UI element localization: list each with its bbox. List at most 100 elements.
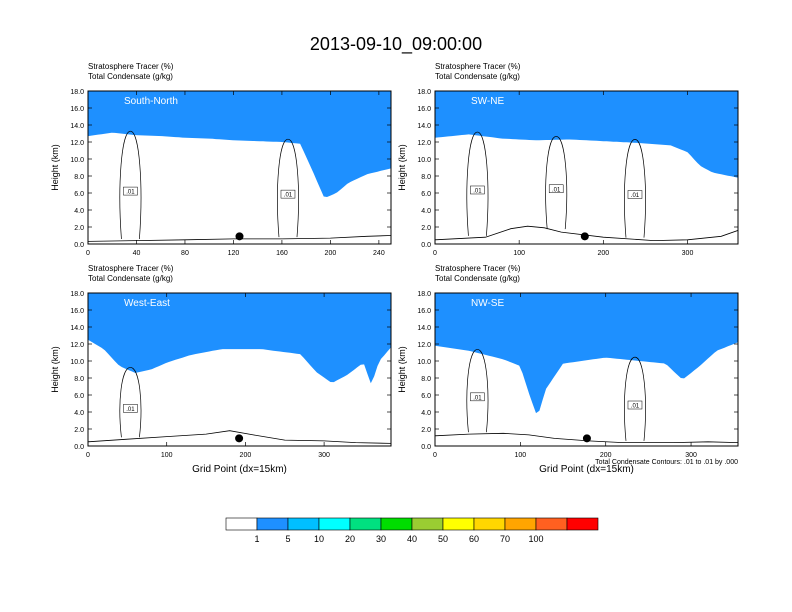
condensate-contour bbox=[119, 130, 142, 240]
terrain-line bbox=[88, 430, 391, 444]
y-tick-label: 0.0 bbox=[74, 444, 84, 451]
colorbar-box bbox=[349, 517, 382, 531]
x-tick-label: 200 bbox=[240, 452, 252, 459]
x-axis-label: Grid Point (dx=15km) bbox=[192, 464, 287, 475]
colorbar-label: 40 bbox=[407, 534, 417, 544]
y-tick-label: 16.0 bbox=[70, 106, 84, 113]
subtitle-condensate: Total Condensate (g/kg) bbox=[435, 72, 520, 81]
subtitle-tracer: Stratosphere Tracer (%) bbox=[435, 62, 521, 71]
panel-title: SW-NE bbox=[471, 96, 504, 107]
y-tick-label: 12.0 bbox=[417, 140, 431, 147]
colorbar-label: 60 bbox=[469, 534, 479, 544]
panel-title: West-East bbox=[124, 298, 170, 309]
x-tick-label: 100 bbox=[161, 452, 173, 459]
y-tick-label: 4.0 bbox=[421, 410, 431, 417]
panel-1: .01 .01 .01 SW-NE Stratosphere Tracer (%)Tot… bbox=[397, 62, 739, 257]
colorbar-box bbox=[287, 517, 320, 531]
y-tick-label: 16.0 bbox=[417, 106, 431, 113]
panels: .01 .01 South-North Stratosphere Tracer (%)… bbox=[50, 62, 739, 475]
tracer-band bbox=[88, 293, 391, 384]
contour-label-text: .01 bbox=[552, 187, 561, 193]
y-axis-label: Height (km) bbox=[397, 346, 407, 393]
y-tick-label: 2.0 bbox=[421, 427, 431, 434]
y-tick-label: 4.0 bbox=[74, 410, 84, 417]
y-tick-label: 14.0 bbox=[417, 325, 431, 332]
terrain-line bbox=[435, 225, 738, 242]
y-tick-label: 14.0 bbox=[417, 123, 431, 130]
y-tick-label: 6.0 bbox=[421, 393, 431, 400]
x-tick-label: 0 bbox=[86, 250, 90, 257]
colorbar-box bbox=[318, 517, 351, 531]
subtitle-tracer: Stratosphere Tracer (%) bbox=[88, 62, 174, 71]
plot-area: .01 .01 bbox=[435, 293, 738, 446]
contour-label: .01 bbox=[280, 189, 296, 199]
plot-frame bbox=[87, 292, 392, 447]
x-tick-label: 200 bbox=[597, 250, 609, 257]
terrain-line bbox=[88, 235, 391, 242]
x-tick-label: 0 bbox=[433, 250, 437, 257]
subtitle-condensate: Total Condensate (g/kg) bbox=[88, 72, 173, 81]
contour-label-text: .01 bbox=[126, 407, 135, 413]
contour-label: .01 bbox=[123, 404, 138, 413]
y-tick-label: 4.0 bbox=[421, 208, 431, 215]
y-axis-label: Height (km) bbox=[397, 144, 407, 191]
plot-frame bbox=[434, 292, 739, 447]
contour-label-text: .01 bbox=[473, 395, 482, 401]
y-tick-label: 14.0 bbox=[70, 123, 84, 130]
y-tick-label: 18.0 bbox=[417, 89, 431, 96]
condensate-contour bbox=[624, 356, 646, 441]
colorbar-label: 20 bbox=[345, 534, 355, 544]
x-tick-label: 0 bbox=[86, 452, 90, 459]
y-tick-label: 2.0 bbox=[421, 225, 431, 232]
subtitle-tracer: Stratosphere Tracer (%) bbox=[88, 264, 174, 273]
y-tick-label: 6.0 bbox=[421, 191, 431, 198]
x-tick-label: 240 bbox=[373, 250, 385, 257]
location-marker bbox=[235, 232, 244, 241]
x-tick-label: 40 bbox=[133, 250, 141, 257]
subtitle-tracer: Stratosphere Tracer (%) bbox=[435, 264, 521, 273]
x-axis-label: Grid Point (dx=15km) bbox=[539, 464, 634, 475]
contour-label: .01 bbox=[548, 184, 564, 193]
condensate-contour bbox=[119, 367, 142, 438]
contour-label: .01 bbox=[470, 392, 485, 401]
contour-label: .01 bbox=[123, 186, 138, 196]
location-marker bbox=[582, 434, 591, 443]
condensate-contour bbox=[466, 349, 489, 433]
colorbar-box bbox=[535, 517, 568, 531]
tracer-band bbox=[435, 91, 738, 178]
y-tick-label: 12.0 bbox=[417, 342, 431, 349]
panel-title: South-North bbox=[124, 96, 178, 107]
colorbar-box bbox=[442, 517, 475, 531]
plot-area: .01 bbox=[88, 293, 391, 446]
y-tick-label: 4.0 bbox=[74, 208, 84, 215]
colorbar-label: 10 bbox=[314, 534, 324, 544]
condensate-contour bbox=[545, 136, 568, 230]
tracer-band bbox=[435, 293, 738, 414]
colorbar-label: 5 bbox=[285, 534, 290, 544]
panel-0: .01 .01 South-North Stratosphere Tracer (%)… bbox=[50, 62, 392, 257]
y-axis-label: Height (km) bbox=[50, 144, 60, 191]
x-tick-label: 300 bbox=[318, 452, 330, 459]
y-tick-label: 12.0 bbox=[70, 140, 84, 147]
x-tick-label: 0 bbox=[433, 452, 437, 459]
y-tick-label: 18.0 bbox=[417, 291, 431, 298]
colorbar-label: 50 bbox=[438, 534, 448, 544]
contour-footnote: Total Condensate Contours: .01 to .01 by… bbox=[595, 459, 738, 466]
x-tick-label: 200 bbox=[325, 250, 337, 257]
x-tick-label: 200 bbox=[600, 452, 612, 459]
colorbar-box bbox=[256, 517, 289, 531]
location-marker bbox=[235, 434, 244, 443]
y-tick-label: 10.0 bbox=[70, 359, 84, 366]
condensate-contour bbox=[277, 138, 299, 238]
y-tick-label: 6.0 bbox=[74, 191, 84, 198]
x-tick-label: 80 bbox=[181, 250, 189, 257]
colorbar-box bbox=[380, 517, 413, 531]
y-tick-label: 18.0 bbox=[70, 89, 84, 96]
colorbar-box bbox=[225, 517, 258, 531]
y-tick-label: 10.0 bbox=[417, 359, 431, 366]
y-tick-label: 8.0 bbox=[421, 174, 431, 181]
figure-title: 2013-09-10_09:00:00 bbox=[310, 34, 482, 55]
colorbar-label: 30 bbox=[376, 534, 386, 544]
